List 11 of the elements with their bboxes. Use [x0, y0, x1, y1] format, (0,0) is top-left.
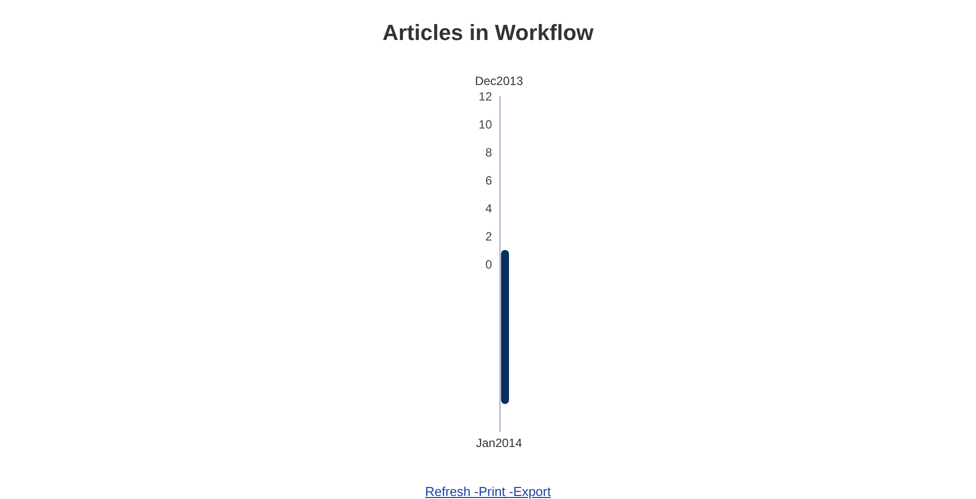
y-tick-label: 4 [485, 201, 492, 216]
y-tick-label: 12 [478, 89, 492, 104]
y-tick-label: 6 [485, 173, 492, 188]
text: Jan2014 [474, 436, 524, 450]
y-tick-label: 0 [485, 257, 492, 272]
text: Refresh -Print -Export [424, 484, 552, 499]
text: Dec2013 [474, 74, 524, 88]
chart-title: Articles in Workflow [381, 20, 595, 46]
y-tick-label: 2 [485, 229, 492, 244]
y-tick-label: 8 [485, 145, 492, 160]
y-tick-label: 10 [478, 117, 492, 132]
